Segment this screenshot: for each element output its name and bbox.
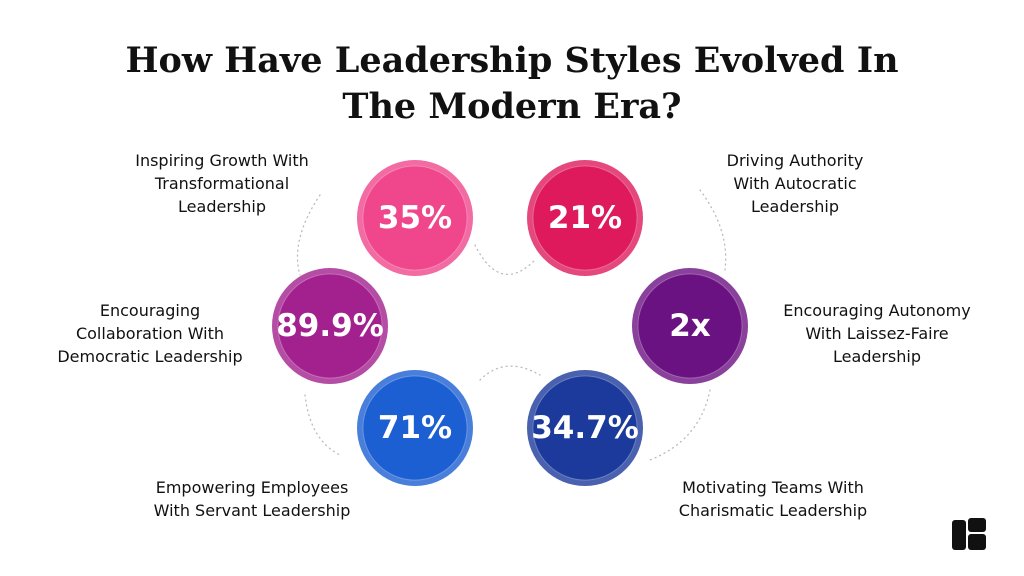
stat-label: Democratic Leadership [57,347,242,366]
stat-label: Leadership [178,197,266,216]
stat-value: 34.7% [531,410,639,446]
stat-label: With Laissez-Faire [805,324,948,343]
stat-value: 21% [548,200,622,236]
stat-label: Transformational [154,174,289,193]
stat-value: 71% [378,410,452,446]
stat-circle [532,165,638,271]
stat-label: Leadership [833,347,921,366]
stat-circle [277,273,383,379]
connector [649,389,711,461]
connector [479,365,541,381]
title-line: The Modern Era? [342,86,681,127]
stat-label: Motivating Teams With [682,478,864,497]
stat-label: Encouraging [100,301,200,320]
stat-circle [637,273,743,379]
stat-label: With Autocratic [733,174,856,193]
stat-label: Leadership [751,197,839,216]
stat-value: 35% [378,200,452,236]
stat-label: Encouraging Autonomy [783,301,970,320]
stat-circle [362,375,468,481]
logo [952,518,986,550]
stat-circle [362,165,468,271]
stat-value: 89.9% [276,308,384,344]
connector [474,244,536,276]
connector [304,394,341,456]
stat-label: Collaboration With [76,324,224,343]
stat-label: Inspiring Growth With [135,151,309,170]
stat-label: Driving Authority [727,151,864,170]
stat-label: Charismatic Leadership [679,501,867,520]
connector [296,194,321,276]
connector [699,189,727,271]
title-line: How Have Leadership Styles Evolved In [125,40,898,81]
stat-label: Empowering Employees [156,478,349,497]
stat-label: With Servant Leadership [154,501,351,520]
stat-value: 2x [669,308,711,344]
stat-circle [532,375,638,481]
